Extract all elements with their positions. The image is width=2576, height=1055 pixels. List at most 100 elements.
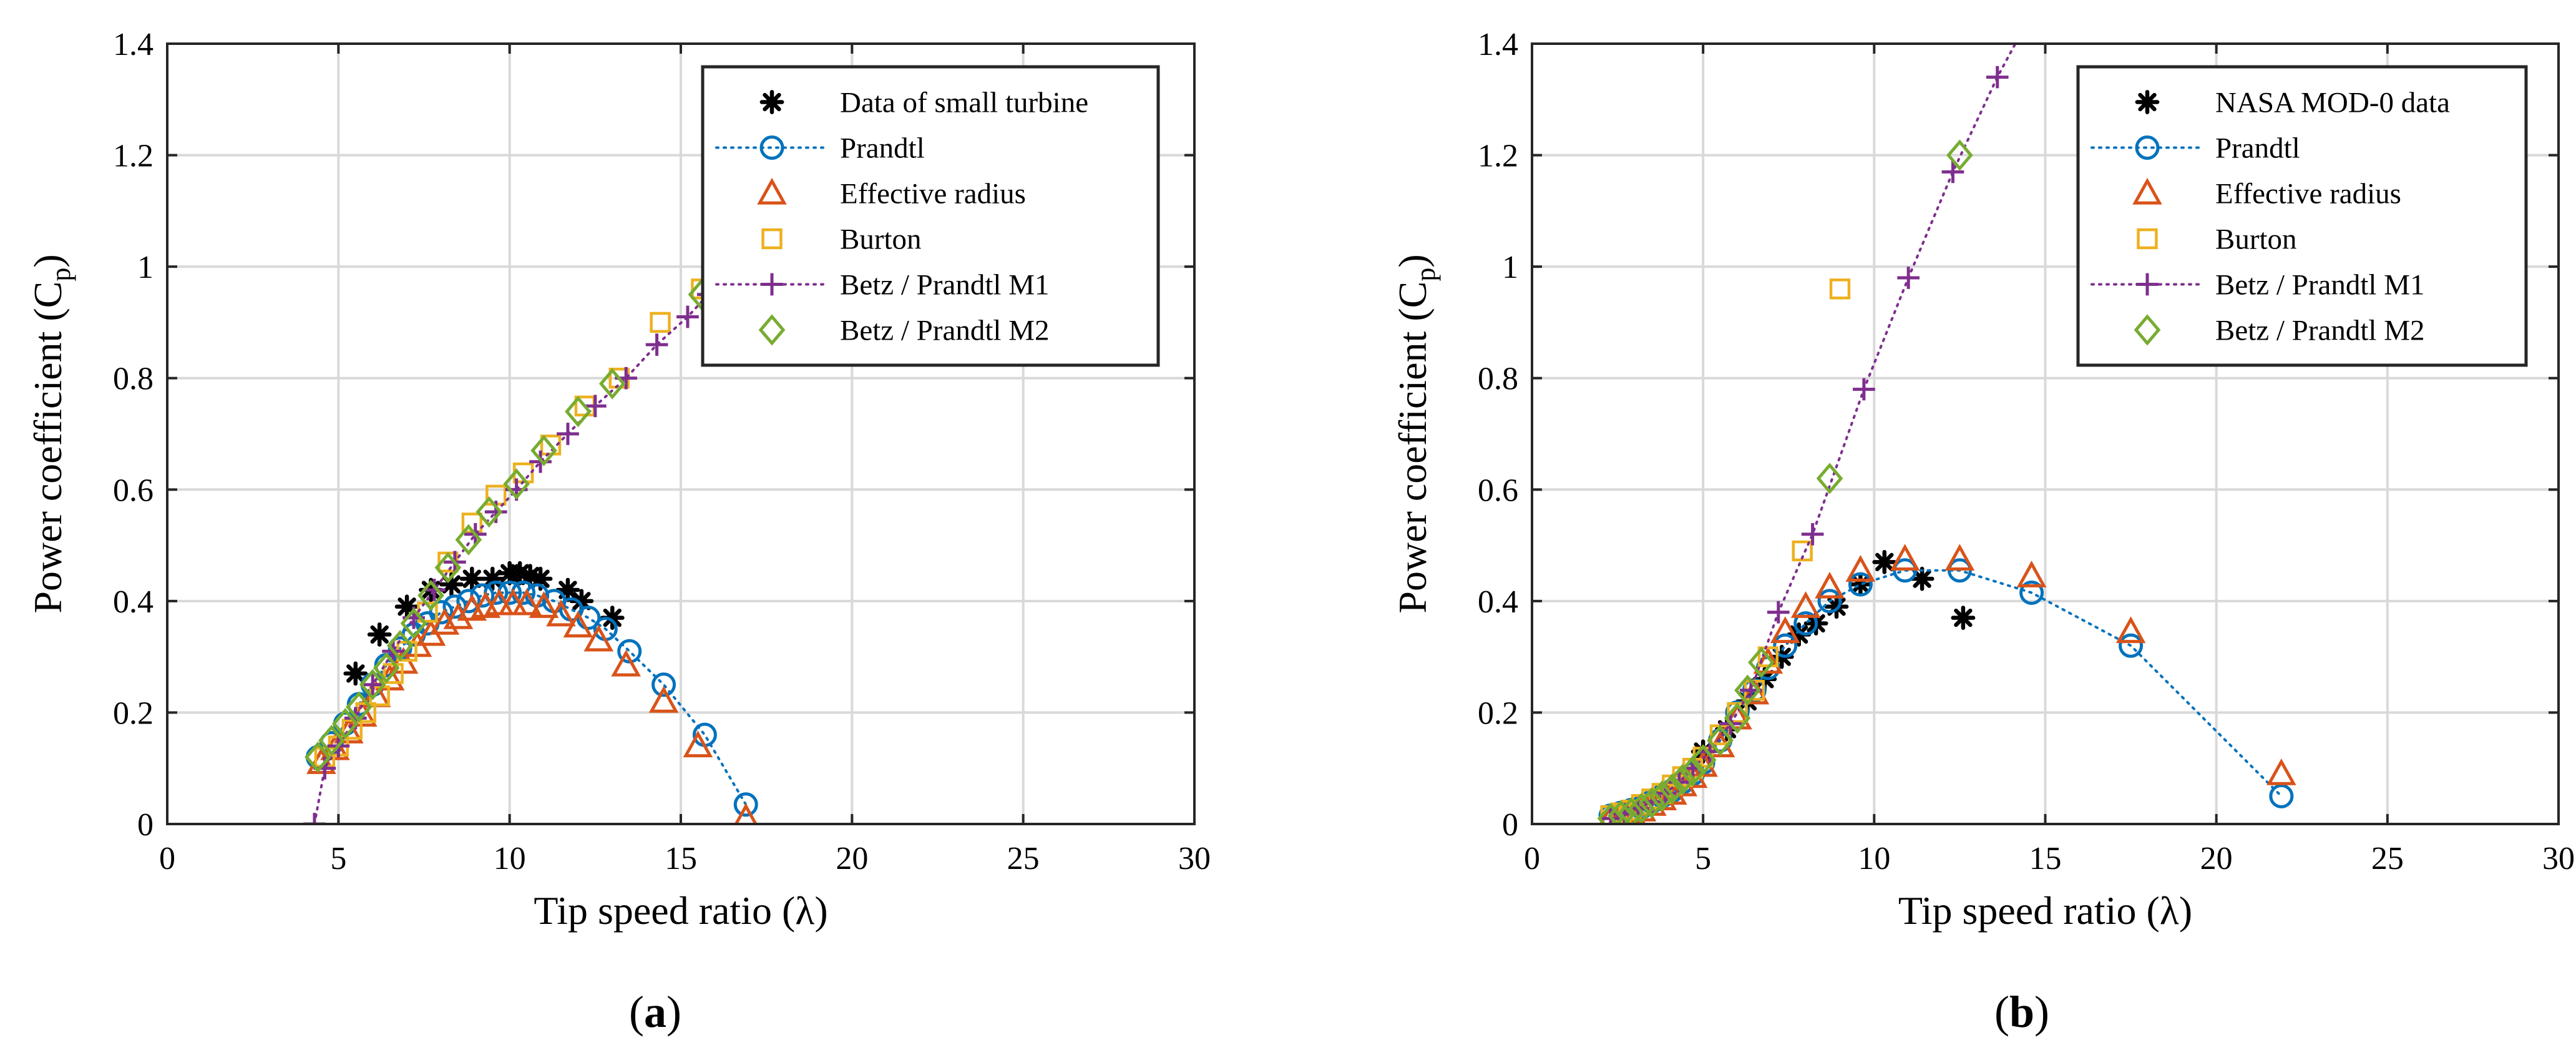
data-point-burton <box>1829 278 1851 300</box>
data-point-burton <box>1792 540 1813 562</box>
y-tick-label: 0.6 <box>113 473 154 508</box>
data-point-effective-radius <box>648 685 679 713</box>
data-point-effective-radius <box>611 649 642 677</box>
data-point-prandtl <box>651 672 676 697</box>
data-point-betz-m2 <box>1724 702 1751 734</box>
data-point-betz-m2 <box>598 368 626 400</box>
data-point-betz-m2 <box>1597 802 1624 824</box>
data-point-betz-m2 <box>1617 797 1645 824</box>
data-point-prandtl <box>2019 580 2044 605</box>
legend-entry-effective-radius: Effective radius <box>2132 177 2401 210</box>
data-point-betz-m2 <box>331 708 359 740</box>
legend-label: Betz / Prandtl M2 <box>2215 315 2425 347</box>
series-layer <box>1597 44 2296 824</box>
panel-label-a: (a) <box>629 987 681 1037</box>
x-tick-label: 5 <box>330 841 346 876</box>
data-point-betz-m2 <box>1679 755 1707 787</box>
data-point-betz-m2 <box>345 691 373 723</box>
data-point-betz-m1 <box>361 673 384 696</box>
data-point-betz-m1 <box>645 333 668 356</box>
data-point-effective-radius <box>546 599 576 627</box>
legend-entry-betz-m2: Betz / Prandtl M2 <box>2134 314 2425 347</box>
legend-entry-data: Data of small turbine <box>759 87 1088 119</box>
legend: NASA MOD-0 data Prandtl Effective radius Bu… <box>2076 65 2528 367</box>
y-tick-label: 0.8 <box>1478 361 1518 397</box>
data-point-effective-radius <box>1890 544 1920 571</box>
data-point-betz-m1 <box>1941 160 1964 184</box>
y-axis-label: Power coefficient (Cp) <box>1390 254 1441 613</box>
data-point-betz-m1 <box>676 305 699 328</box>
legend-marker-prandtl <box>2135 135 2160 160</box>
data-point-data <box>1951 606 1976 631</box>
data-point-betz-m1 <box>1853 378 1875 401</box>
data-point-betz-m2 <box>359 669 386 700</box>
panel-label-b: (b) <box>1994 987 2049 1037</box>
data-point-prandtl <box>576 606 601 631</box>
legend-marker-data <box>2135 90 2160 114</box>
data-point-effective-radius <box>683 730 713 758</box>
data-point-data <box>528 566 553 591</box>
data-point-betz-m2 <box>1946 139 1973 171</box>
data-point-betz-m2 <box>1608 800 1634 824</box>
x-tick-label: 25 <box>2371 841 2404 876</box>
data-point-effective-radius <box>2016 560 2047 587</box>
data-point-effective-radius <box>1815 571 1845 599</box>
data-point-betz-m2 <box>1707 724 1734 757</box>
legend-entry-betz-m1: Betz / Prandtl M1 <box>715 269 1050 302</box>
x-tick-label: 25 <box>1007 841 1040 876</box>
legend-entry-prandtl: Prandtl <box>2091 132 2300 165</box>
y-tick-label: 0 <box>1502 807 1518 843</box>
legend-entry-betz-m2: Betz / Prandtl M2 <box>758 314 1050 347</box>
data-point-data <box>367 622 392 647</box>
data-point-betz-m2 <box>386 630 414 662</box>
data-point-betz-m2 <box>503 468 530 500</box>
data-point-effective-radius <box>529 591 559 618</box>
data-point-betz-m1 <box>1767 601 1790 624</box>
data-point-data <box>600 606 625 631</box>
legend-entry-prandtl: Prandtl <box>715 132 925 165</box>
y-tick-label: 1 <box>137 250 154 285</box>
data-point-prandtl <box>1793 611 1818 636</box>
data-point-effective-radius <box>734 803 758 824</box>
data-point-betz-m1 <box>557 423 579 445</box>
series-betz-m2 <box>1597 139 1973 824</box>
data-point-data <box>459 566 484 591</box>
legend-box <box>701 65 1160 367</box>
y-tick-label: 0.8 <box>113 361 154 397</box>
legend-entry-data: NASA MOD-0 data <box>2135 87 2450 119</box>
y-tick-label: 0.2 <box>113 695 154 731</box>
legend-marker-betz-m1 <box>761 273 783 296</box>
y-axis-label: Power coefficient (Cp) <box>26 254 76 613</box>
data-point-effective-radius <box>2266 758 2296 785</box>
data-point-betz-m2 <box>305 741 331 773</box>
x-tick-label: 0 <box>159 841 175 876</box>
legend-label: Effective radius <box>840 178 1026 210</box>
legend-label: Prandtl <box>2215 132 2300 165</box>
data-point-data <box>518 564 542 589</box>
legend-marker-prandtl <box>759 135 784 160</box>
data-point-betz-m2 <box>1669 763 1696 795</box>
legend-marker-effective-radius <box>2132 177 2162 205</box>
data-point-data <box>1910 566 1934 591</box>
data-point-betz-m2 <box>565 396 592 428</box>
legend-label: Burton <box>840 223 922 256</box>
legend-label: Betz / Prandtl M1 <box>840 269 1050 302</box>
data-point-betz-m2 <box>1659 773 1686 805</box>
x-tick-label: 10 <box>494 841 526 876</box>
legend-marker-effective-radius <box>757 177 787 205</box>
data-point-betz-m2 <box>530 434 557 466</box>
data-point-betz-m2 <box>1689 744 1717 776</box>
data-point-effective-radius <box>443 602 474 629</box>
legend-entry-betz-m1: Betz / Prandtl M1 <box>2091 269 2425 302</box>
x-tick-label: 10 <box>1858 841 1890 876</box>
x-tick-label: 5 <box>1695 841 1711 876</box>
y-tick-label: 0.6 <box>1478 473 1518 508</box>
data-point-betz-m2 <box>434 552 462 584</box>
x-tick-label: 30 <box>1178 841 1211 876</box>
data-point-prandtl <box>733 792 758 817</box>
data-point-data <box>480 566 505 591</box>
data-point-prandtl <box>2269 783 2294 808</box>
y-tick-label: 1.2 <box>113 139 154 174</box>
y-tick-label: 0 <box>137 807 154 843</box>
